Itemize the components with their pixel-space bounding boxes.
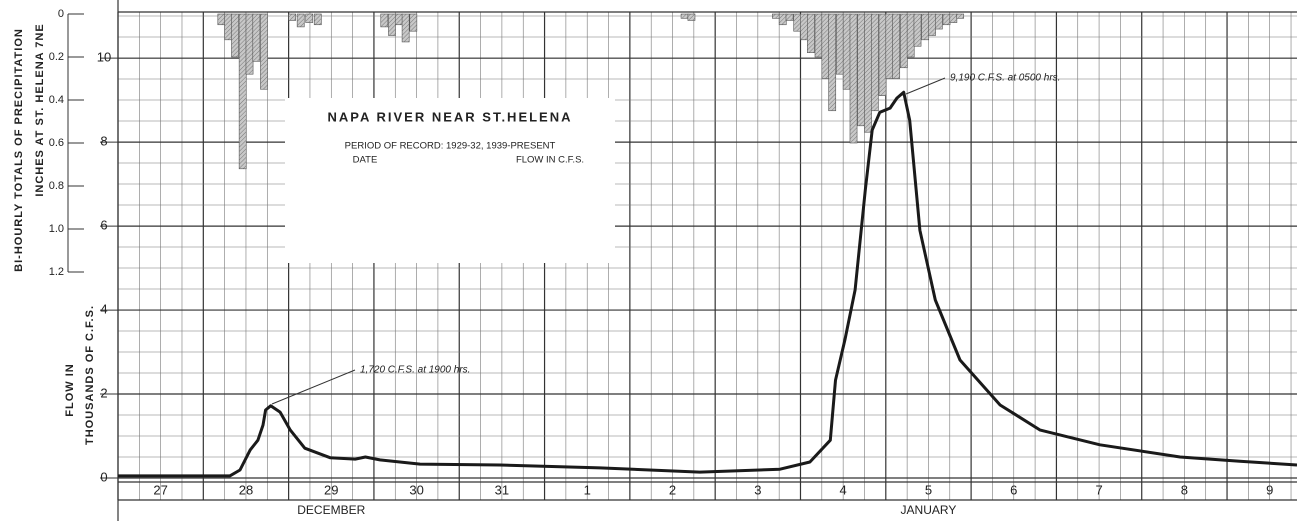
precip-bar	[238, 13, 247, 170]
precip-bar	[785, 13, 794, 21]
x-tick-label: 7	[1095, 482, 1102, 497]
y2-tick-label: 1.0	[49, 223, 64, 235]
precip-bar	[892, 13, 901, 79]
precip-bar	[857, 13, 866, 127]
y-label-1: FLOW IN	[64, 363, 76, 416]
y-tick-label: 8	[100, 134, 107, 149]
precip-bar	[885, 13, 894, 79]
precip-bar	[224, 13, 233, 41]
precip-bar	[260, 13, 268, 90]
precip-bar	[394, 13, 403, 26]
precip-bar	[380, 13, 389, 28]
precip-bar	[800, 13, 808, 41]
precip-bar	[388, 13, 396, 36]
precip-bar	[949, 13, 958, 23]
annotation: 9,190 C.F.S. at 0500 hrs.	[950, 73, 1060, 84]
annotation: 1,720 C.F.S. at 1900 hrs.	[360, 365, 470, 376]
y2-tick-label: 0	[58, 8, 64, 20]
y-tick-label: 2	[100, 385, 107, 400]
x-tick-label: 27	[153, 482, 167, 497]
precip-bar	[793, 13, 802, 32]
precip-bar	[687, 13, 696, 21]
leader-line	[271, 369, 356, 405]
precip-bar	[821, 13, 830, 79]
precip-bar	[778, 13, 787, 26]
precip-bar	[842, 13, 851, 90]
y2-tick-label: 0.2	[49, 51, 64, 63]
precip-bar	[864, 13, 872, 133]
precip-bar	[814, 13, 823, 58]
x-tick-label: 30	[409, 482, 423, 497]
y-tick-label: 6	[100, 218, 107, 233]
y2-tick-label: 0.6	[49, 137, 64, 149]
month-label: JANUARY	[901, 503, 957, 517]
table-title: NAPA RIVER NEAR ST.HELENA	[327, 109, 572, 124]
y-tick-label: 0	[100, 469, 107, 484]
precip-bar	[942, 13, 951, 26]
precip-bar	[305, 13, 314, 23]
precip-bar	[807, 13, 815, 54]
y2-tick-label: 1.2	[49, 266, 64, 278]
precip-bar	[836, 13, 844, 75]
y-tick-label: 10	[97, 50, 111, 65]
precip-bar	[772, 13, 780, 19]
x-tick-label: 8	[1181, 482, 1188, 497]
precip-bar	[921, 13, 930, 41]
precip-bar	[878, 13, 887, 96]
precip-bar	[217, 13, 226, 26]
precip-bar	[288, 13, 297, 21]
precip-bar	[296, 13, 305, 28]
precip-bar	[928, 13, 936, 36]
table-subtitle: PERIOD OF RECORD: 1929-32, 1939-PRESENT	[345, 141, 556, 152]
leader-line	[905, 77, 946, 95]
precip-bar	[409, 13, 418, 32]
y2-tick-label: 0.8	[49, 180, 64, 192]
x-tick-label: 28	[239, 482, 253, 497]
x-tick-label: 31	[495, 482, 509, 497]
precip-bar	[313, 13, 322, 26]
precipitation-bars	[217, 13, 965, 170]
precip-bar	[934, 13, 943, 30]
y-label-top-2: INCHES AT ST. HELENA 7NE	[34, 23, 46, 196]
month-label: DECEMBER	[297, 503, 365, 517]
x-tick-label: 2	[669, 482, 676, 497]
y2-tick-label: 0.4	[49, 94, 64, 106]
x-tick-label: 4	[840, 482, 847, 497]
precip-bar	[913, 13, 922, 47]
table-header: FLOW IN C.F.S.	[516, 155, 584, 166]
flow-line	[118, 90, 1297, 478]
foreground: 0 2 4 6 8 10 0 0.2 0.4 0.6 0.8 1.0 1.2 27 28 29 30 31 1 2 3 4…	[49, 8, 1297, 517]
precip-bar	[252, 13, 261, 62]
y-label-2: THOUSANDS OF C.F.S.	[84, 305, 96, 445]
precip-bar	[245, 13, 254, 75]
precip-bar	[231, 13, 239, 58]
y-tick-label: 4	[100, 302, 107, 317]
precip-bar	[906, 13, 915, 58]
x-tick-label: 5	[925, 482, 932, 497]
precip-bar	[828, 13, 837, 112]
x-tick-label: 1	[584, 482, 591, 497]
x-tick-label: 6	[1010, 482, 1017, 497]
x-tick-label: 9	[1266, 482, 1273, 497]
precip-bar	[849, 13, 858, 144]
x-tick-label: 3	[754, 482, 761, 497]
inset-table: NAPA RIVER NEAR ST.HELENA PERIOD OF RECO…	[285, 98, 615, 263]
y-label-top-1: BI-HOURLY TOTALS OF PRECIPITATION	[13, 28, 25, 272]
x-tick-label: 29	[324, 482, 338, 497]
precip-bar	[680, 13, 689, 19]
precip-bar	[401, 13, 410, 43]
precip-bar	[870, 13, 879, 112]
precip-bar	[956, 13, 965, 19]
precip-bar	[900, 13, 908, 69]
table-box	[285, 98, 615, 263]
table-header: DATE	[353, 155, 378, 166]
